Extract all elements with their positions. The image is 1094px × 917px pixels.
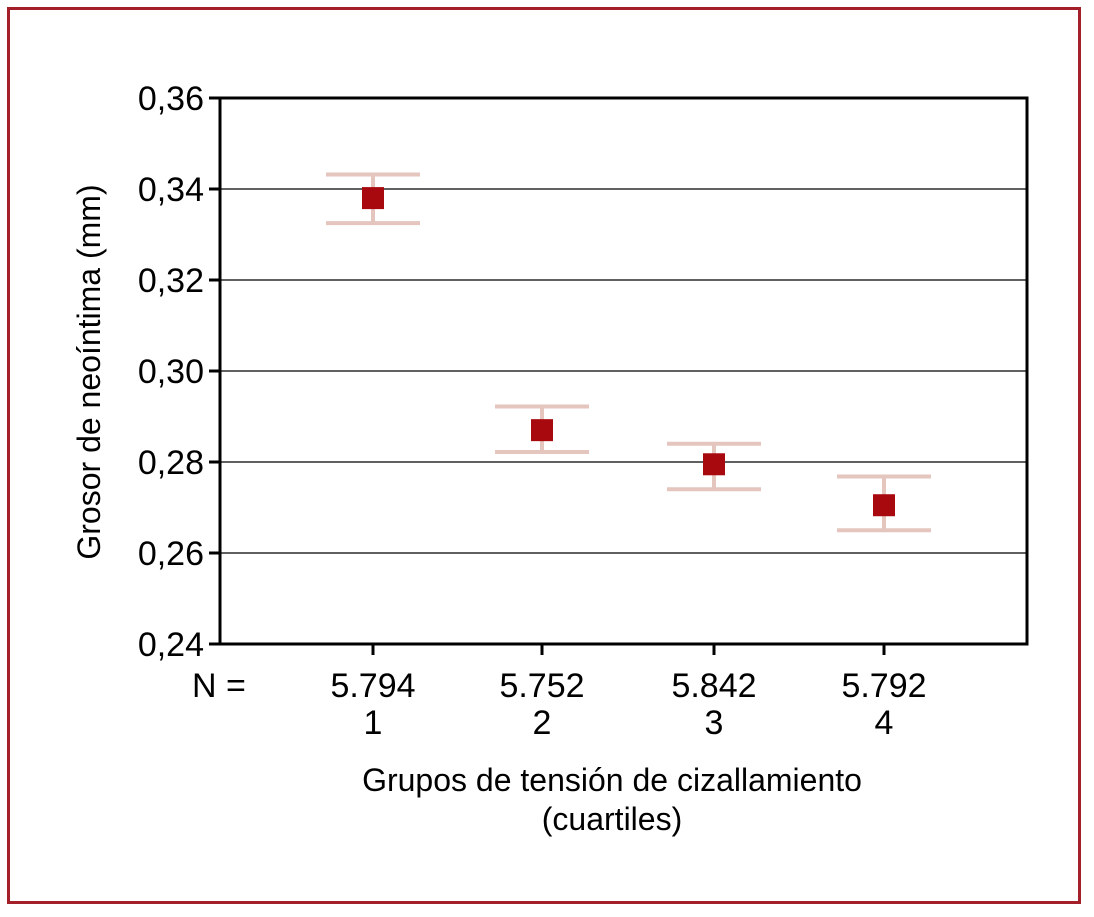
x-n-label: 5.792: [841, 667, 926, 705]
error-bars: [326, 172, 931, 533]
x-n-label: 5.842: [671, 667, 756, 705]
figure-frame: [7, 7, 1081, 904]
data-point: [362, 187, 384, 210]
y-tick-label: 0,30: [138, 353, 204, 391]
y-axis-title: Grosor de neoíntima (mm): [71, 184, 107, 559]
y-tick-label: 0,26: [138, 535, 204, 573]
x-n-label: 5.752: [499, 667, 584, 705]
y-tick-label: 0,24: [138, 626, 204, 664]
data-point: [703, 453, 725, 476]
x-axis-title-line2: (cuartiles): [542, 801, 682, 837]
x-group-label: 1: [364, 704, 383, 742]
x-n-label: 5.794: [330, 667, 415, 705]
data-point: [873, 494, 895, 517]
y-tick-label: 0,32: [138, 262, 204, 300]
y-tick-label: 0,36: [138, 80, 204, 118]
x-group-label: 2: [533, 704, 552, 742]
y-ticks: 0,24 0,26 0,28 0,30 0,32 0,34 0,36: [138, 80, 220, 664]
x-group-label: 3: [705, 704, 724, 742]
grid-lines: [220, 188, 1027, 554]
data-point: [531, 419, 553, 442]
y-tick-label: 0,28: [138, 444, 204, 482]
x-group-label: 4: [875, 704, 894, 742]
data-markers: [362, 187, 895, 517]
x-axis-title-line1: Grupos de tensión de cizallamiento: [362, 762, 862, 798]
n-prefix-label: N =: [192, 667, 246, 705]
y-tick-label: 0,34: [138, 171, 204, 209]
